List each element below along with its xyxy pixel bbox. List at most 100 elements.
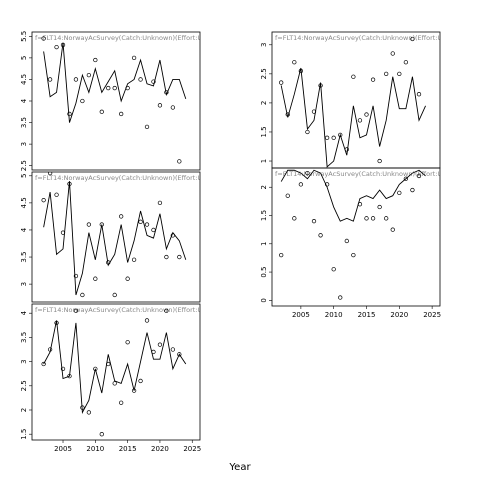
y-tick-label: 1 (260, 242, 268, 246)
data-point (131, 257, 137, 262)
data-point (60, 366, 66, 372)
data-point (177, 159, 182, 164)
data-point (390, 227, 395, 232)
data-point (119, 214, 124, 219)
data-point (351, 74, 356, 79)
data-point (370, 77, 376, 82)
data-point (47, 77, 53, 82)
panel-frame (271, 167, 441, 307)
data-point (157, 342, 163, 347)
data-point (177, 352, 182, 357)
y-tick-label: 2 (260, 101, 268, 105)
x-tick-label: 2015 (358, 311, 376, 319)
y-tick-label: 1.5 (20, 429, 28, 440)
data-point (157, 103, 163, 108)
data-point (377, 204, 382, 210)
data-point (151, 79, 156, 84)
data-point (86, 410, 92, 415)
data-point (410, 187, 415, 193)
data-point (164, 308, 169, 313)
data-point (311, 219, 317, 224)
y-tick-label: 0 (260, 298, 268, 302)
data-point (41, 198, 46, 203)
data-point (338, 295, 343, 300)
data-point (279, 80, 284, 85)
x-tick-label: 2015 (119, 445, 137, 453)
data-point (384, 216, 389, 221)
data-point (305, 129, 310, 135)
data-point (351, 252, 356, 258)
y-tick-label: 0.5 (260, 266, 268, 277)
data-point (144, 222, 150, 227)
data-point (73, 308, 79, 313)
data-point (298, 182, 304, 187)
data-point (86, 222, 92, 227)
panel-title: f=FLT14:NorwayAcSurvey(Catch:Unknown)(Ef… (275, 170, 446, 178)
data-point (370, 216, 376, 221)
data-point (99, 432, 104, 437)
y-tick-label: 2.5 (20, 380, 28, 391)
data-point (305, 170, 310, 176)
model-line (43, 42, 187, 123)
panel: f=FLT14:NorwayAcSurvey(Catch:Unknown)(Ef… (20, 31, 206, 171)
panel-title: f=FLT14:NorwayAcSurvey(Catch:Unknown)(Ef… (35, 306, 206, 314)
plot-area: f=FLT14:NorwayAcSurvey(Catch:Unknown)(Ef… (275, 169, 446, 300)
data-point (112, 381, 117, 386)
panel-frame (31, 303, 201, 441)
panel-title: f=FLT14:NorwayAcSurvey(Catch:Unknown)(Ef… (275, 34, 446, 42)
y-tick-label: 3 (20, 282, 28, 286)
model-line (43, 181, 187, 296)
data-point (119, 400, 124, 405)
y-tick-label: 4 (20, 98, 28, 103)
data-point (410, 36, 415, 42)
x-tick-label: 2025 (423, 311, 441, 319)
data-point (285, 193, 290, 198)
data-point (279, 252, 284, 258)
y-tick-label: 5 (20, 56, 28, 60)
data-point (144, 318, 150, 323)
model-line (280, 67, 426, 168)
y-tick-label: 3 (260, 43, 268, 47)
data-point (170, 105, 176, 110)
data-point (390, 51, 395, 56)
data-point (331, 267, 336, 272)
y-tick-label: 3.5 (20, 117, 28, 128)
data-point (112, 85, 117, 91)
data-point (331, 135, 336, 140)
data-point (397, 71, 402, 76)
data-point (80, 98, 85, 104)
data-point (292, 216, 297, 221)
data-point (125, 276, 130, 281)
data-point (119, 111, 124, 117)
data-point (324, 135, 330, 140)
data-point (138, 378, 143, 384)
x-axis-label: Year (228, 462, 251, 473)
data-point (364, 112, 369, 117)
data-point (416, 173, 422, 179)
x-tick-label: 2005 (54, 445, 72, 453)
y-tick-label: 1 (260, 159, 268, 163)
data-point (47, 172, 53, 176)
plot-area: f=FLT14:NorwayAcSurvey(Catch:Unknown)(Ef… (35, 306, 206, 437)
y-tick-label: 1.5 (260, 126, 268, 137)
y-tick-label: 2 (20, 408, 28, 412)
y-tick-label: 3 (20, 359, 28, 363)
data-point (344, 238, 349, 244)
data-point (292, 60, 297, 65)
y-tick-label: 4 (20, 227, 28, 232)
y-tick-label: 5.5 (20, 31, 28, 42)
panel-title: f=FLT14:NorwayAcSurvey(Catch:Unknown)(Ef… (35, 34, 206, 42)
data-point (403, 60, 409, 65)
y-tick-label: 3.5 (20, 332, 28, 343)
y-tick-label: 3 (20, 142, 28, 146)
data-point (41, 361, 46, 367)
data-point (177, 254, 182, 260)
data-point (99, 109, 104, 114)
panel: f=FLT14:NorwayAcSurvey(Catch:Unknown)(Ef… (260, 167, 446, 319)
data-point (364, 216, 369, 221)
data-point (318, 233, 323, 238)
data-point (112, 292, 117, 298)
plot-area: f=FLT14:NorwayAcSurvey(Catch:Unknown)(Ef… (275, 34, 446, 168)
